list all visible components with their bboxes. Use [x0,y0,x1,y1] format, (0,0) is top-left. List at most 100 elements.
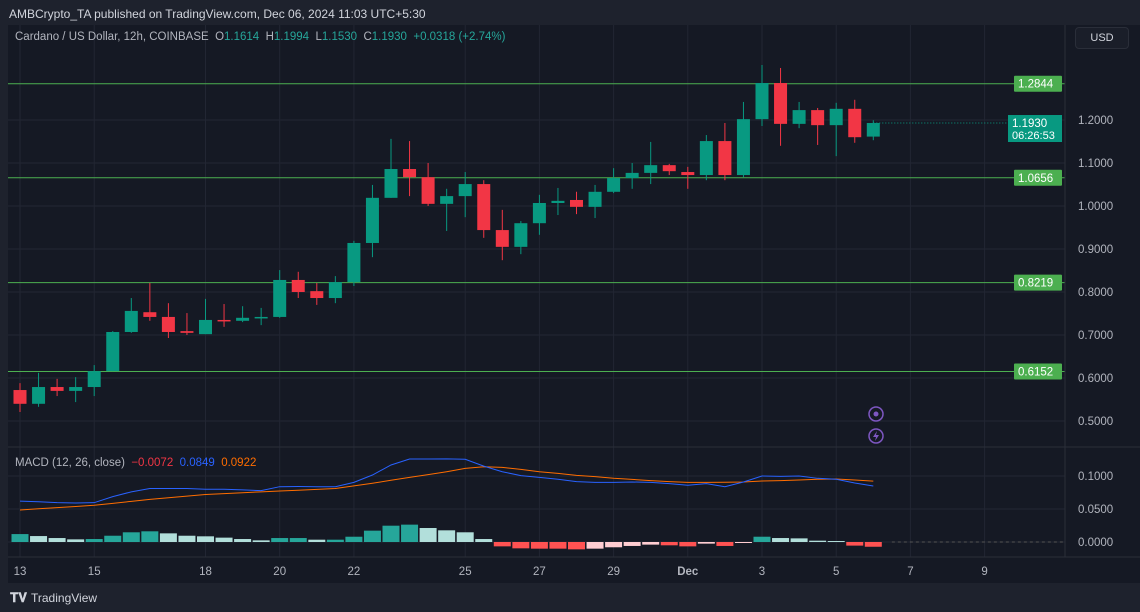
alert-icon[interactable] [868,406,884,422]
candle [32,372,46,407]
histogram-bar [568,542,585,550]
macd-hist-value: −0.0072 [131,457,174,469]
histogram-bar [809,540,827,542]
candle-body [792,110,806,124]
candle [69,377,83,403]
footer: 𝐓𝐕 TradingView [10,590,97,606]
lightning-icon[interactable] [868,428,884,444]
currency-button[interactable]: USD [1075,27,1129,49]
date-tick-label: 3 [759,566,765,578]
tradingview-logo-icon[interactable]: 𝐓𝐕 [10,590,27,605]
candle [570,191,583,215]
histogram-bar [104,535,122,542]
macd-tick-label: 0.1000 [1078,471,1113,483]
histogram-bar [215,537,233,542]
axes: 0.5000 0.6000 0.7000 0.8000 0.9000 1.0000 1.10… [8,25,1140,578]
horizontal-levels [8,83,1065,372]
candle-body [124,310,138,332]
histogram-bar [660,542,678,546]
histogram-bar [419,528,437,542]
high-value: 1.1994 [273,31,310,43]
histogram-bar [493,542,511,547]
candle-body [681,172,695,176]
level-price-label: 0.6152 [1018,366,1053,378]
macd-legend: MACD (12, 26, close) −0.0072 0.0849 0.09… [15,457,256,469]
level-price-label-bg [1014,169,1062,186]
high-label: H [265,31,274,43]
chart-frame[interactable] [8,25,1140,583]
candle [421,163,435,206]
candle-body [440,196,454,204]
level-price-label: 1.0656 [1018,173,1053,185]
candle-body [106,331,120,372]
candle [625,163,639,189]
candle [199,298,212,335]
histogram-bar [846,542,864,546]
date-tick-label: Dec [677,566,699,578]
histogram-bar [716,542,734,546]
level-price-label-bg [1014,75,1062,92]
candle [161,303,175,339]
histogram-bar [141,531,159,542]
price-tick-label: 1.1000 [1078,158,1113,170]
candle-body [69,387,83,391]
candle [866,120,880,141]
candles [13,64,880,412]
candle-body [644,165,658,173]
histogram-bar [772,538,790,542]
candle [365,184,379,258]
histogram-bar [326,539,344,542]
candle-body [551,200,565,203]
macd-tick-label: 0.0000 [1078,537,1113,549]
candle-body [180,331,194,333]
level-price-label: 0.8219 [1018,278,1053,290]
histogram-bar [289,538,307,542]
candle [87,365,101,397]
candle [236,306,250,323]
candle [291,271,305,299]
symbol-name: Cardano / US Dollar, 12h, COINBASE [15,31,209,43]
candle-body [161,316,175,332]
candle [217,304,231,327]
low-label: L [315,31,322,43]
candle-body [421,177,435,204]
histogram-bar [308,539,326,542]
candle-body [403,169,417,178]
candle [644,141,658,185]
candle-body [365,197,379,243]
candle-body [143,312,157,317]
histogram-bar [401,524,419,542]
histogram-bar [530,542,548,549]
candle-body [87,371,101,388]
candle [495,209,509,261]
candle-body [291,279,305,292]
candle [774,67,788,146]
candle [811,107,825,145]
date-tick-label: 29 [607,566,620,578]
histogram-bar [679,542,697,547]
low-value: 1.1530 [321,31,358,43]
histogram-bar [30,536,48,542]
candle [106,331,120,372]
candle-body [477,184,491,231]
date-tick-label: 15 [88,566,101,578]
histogram-bar [122,532,140,542]
candle-body [532,202,546,224]
candle-body [384,169,398,198]
candle [328,276,342,304]
date-tick-label: 22 [348,566,361,578]
publish-info: AMBCrypto_TA published on TradingView.co… [9,7,426,21]
candle [792,101,806,129]
candle-body [236,317,250,321]
date-tick-label: 9 [981,566,987,578]
candle [477,180,491,238]
histogram-bar [753,536,771,542]
price-tick-label: 0.5000 [1078,416,1113,428]
symbol-legend: Cardano / US Dollar, 12h, COINBASE O1.16… [15,31,505,43]
histogram-bar [827,541,845,543]
histogram-bar [85,539,103,542]
brand-name[interactable]: TradingView [31,591,98,605]
candle [403,141,417,197]
candle [13,383,27,412]
